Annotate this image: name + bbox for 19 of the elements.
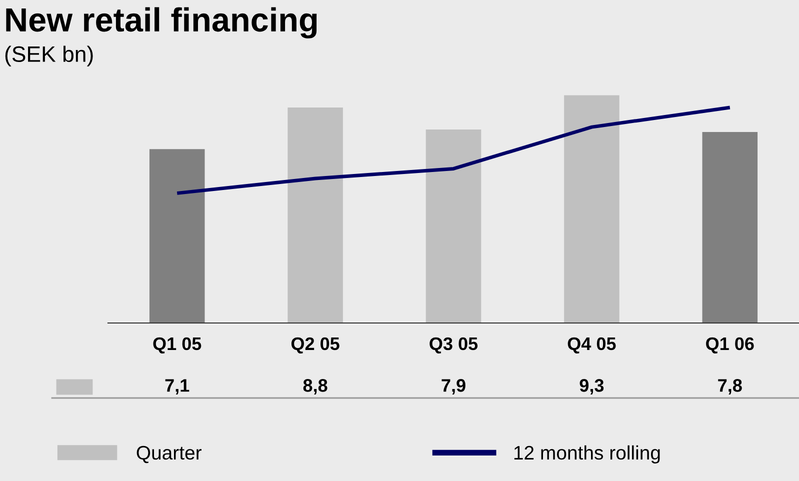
bar: [426, 130, 482, 323]
data-label: 8,8: [303, 379, 328, 394]
data-label: 7,9: [442, 379, 466, 394]
bar: [288, 107, 343, 323]
x-tick-label: Q4 05: [568, 337, 616, 354]
x-tick-label: Q1 05: [153, 337, 202, 354]
data-label: 7,1: [165, 379, 190, 394]
chart-subtitle: (SEK bn): [5, 46, 93, 66]
bar: [564, 95, 620, 323]
legend-label: 12 months rolling: [514, 445, 660, 464]
legend-label: Quarter: [136, 446, 202, 464]
bar: [149, 149, 205, 323]
x-tick-label: Q3 05: [430, 337, 478, 354]
chart-title: New retail financing: [6, 7, 317, 38]
bar: [702, 132, 758, 323]
data-label: 9,3: [580, 379, 604, 394]
data-label: 7,8: [718, 379, 742, 394]
x-tick-label: Q1 06: [706, 337, 754, 354]
x-tick-label: Q2 05: [291, 337, 340, 354]
